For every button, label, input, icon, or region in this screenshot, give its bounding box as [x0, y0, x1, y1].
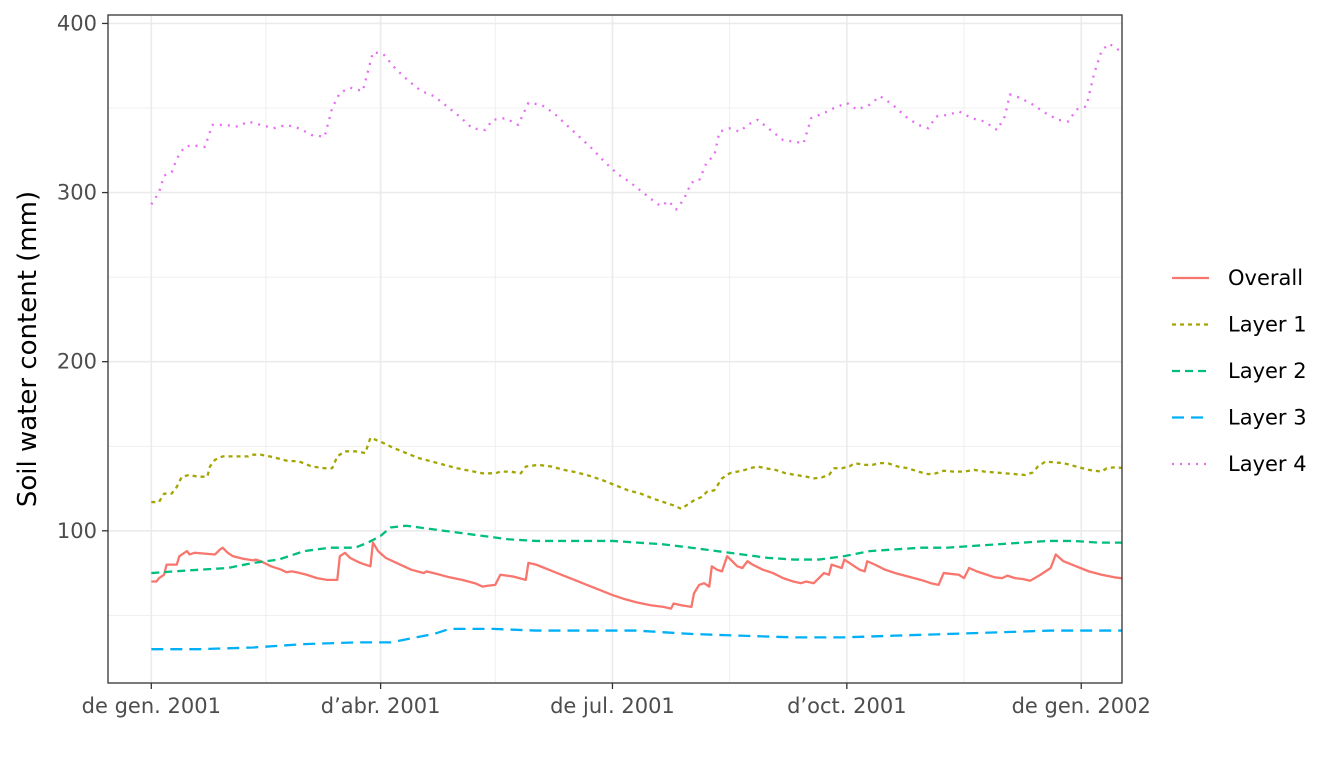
- y-tick-label: 200: [57, 350, 97, 374]
- series-line-overall: [151, 541, 1122, 610]
- series-lines: [150, 42, 1122, 651]
- y-tick-label: 300: [57, 181, 97, 205]
- y-tick-label: 100: [57, 519, 97, 543]
- legend-label: Layer 3: [1228, 406, 1307, 430]
- x-tick-label: d’oct. 2001: [787, 694, 906, 718]
- y-tick-label: 400: [57, 11, 97, 35]
- legend: Overall Layer 1 Layer 2 Layer 3 Layer 4: [1172, 266, 1307, 476]
- x-tick-label: de gen. 2001: [82, 694, 221, 718]
- series-line-layer-1: [151, 436, 1122, 510]
- legend-label: Layer 2: [1228, 359, 1307, 383]
- series-line-layer-2: [151, 524, 1122, 575]
- legend-label: Layer 1: [1228, 313, 1307, 337]
- x-tick-label: de jul. 2001: [550, 694, 675, 718]
- series-line-layer-3: [151, 627, 1122, 651]
- panel-border: [107, 14, 1123, 684]
- y-axis-title: Soil water content (mm): [13, 191, 43, 507]
- x-tick-label: de gen. 2002: [1012, 694, 1151, 718]
- axes: 100 200 300 400 de gen. 2001 d’abr. 2001 de ju…: [57, 11, 1151, 718]
- x-tick-label: d’abr. 2001: [321, 694, 441, 718]
- grid: [108, 15, 1122, 683]
- legend-label: Layer 4: [1228, 452, 1307, 476]
- legend-label: Overall: [1228, 266, 1303, 290]
